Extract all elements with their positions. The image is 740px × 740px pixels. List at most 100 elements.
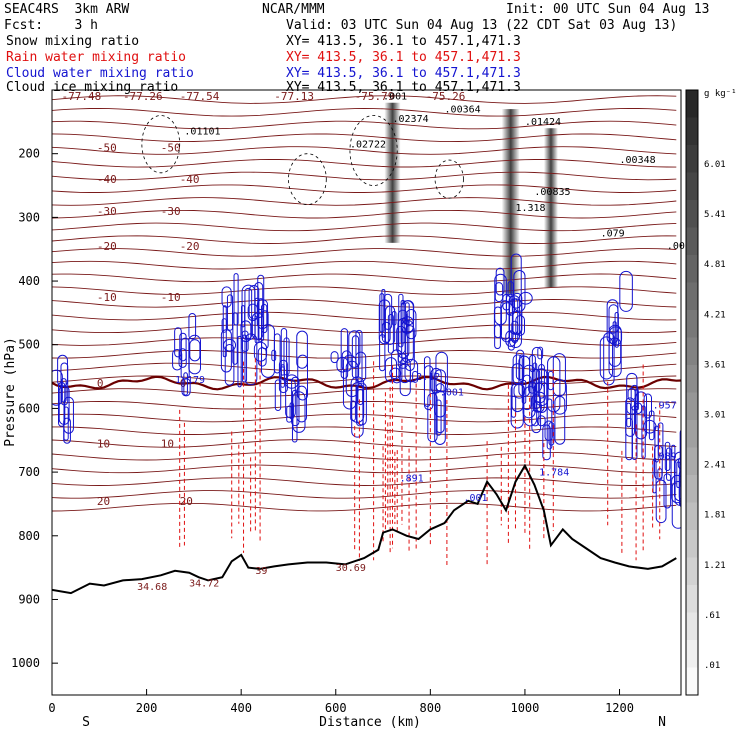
- colorbar-level-label: 3.61: [704, 360, 726, 370]
- top-temperature-label: -77.13: [274, 90, 314, 103]
- colorbar-frame: [685, 89, 699, 696]
- cloud-water-contour: [384, 357, 398, 383]
- contour-value-label: .079: [601, 228, 625, 239]
- cloud-water-contour: [342, 354, 357, 410]
- contour-value-label: .957: [653, 400, 677, 411]
- cloud-water-contour: [254, 297, 260, 344]
- isotherm-line: [52, 426, 677, 435]
- colorbar-level-label: 5.41: [704, 210, 726, 220]
- colorbar-level-label: 3.01: [704, 411, 726, 421]
- cloud-water-contour: [172, 348, 183, 371]
- isotherm-line: [52, 222, 677, 232]
- isotherm-label: 10: [161, 437, 174, 450]
- colorbar-swatch: [686, 585, 698, 613]
- isotherm-line: [52, 451, 677, 461]
- isotherm-line: [52, 120, 677, 130]
- cloud-water-contour: [671, 480, 681, 529]
- colorbar-level-label: 1.21: [704, 561, 726, 571]
- colorbar-swatch: [686, 172, 698, 201]
- cloud-water-contour: [61, 378, 67, 403]
- cloud-water-contour: [614, 311, 619, 348]
- cloud-water-contour: [223, 338, 237, 352]
- cloud-water-contour: [677, 457, 681, 470]
- cloud-water-contour: [552, 379, 567, 415]
- model-title: SEAC4RS 3km ARW: [4, 2, 130, 17]
- cloud-water-contour: [511, 363, 524, 413]
- cloud-water-contour: [406, 308, 417, 340]
- xy-cloud-water: XY= 413.5, 36.1 to 457.1,471.3: [286, 66, 521, 81]
- contour-value-label: 34.68: [137, 582, 167, 593]
- x-tick-label: 1200: [605, 701, 634, 715]
- cloud-water-contour: [241, 330, 249, 353]
- isotherm-line: [52, 477, 677, 486]
- cloud-ice-contour: [141, 115, 181, 174]
- cloud-water-contour: [251, 312, 264, 340]
- x-axis-end-label: N: [658, 715, 666, 730]
- y-tick-label: 900: [18, 592, 40, 606]
- contour-value-label: .891: [400, 474, 424, 485]
- cloud-water-contour: [400, 299, 406, 344]
- cloud-water-contour: [494, 282, 504, 303]
- cloud-water-contour: [493, 306, 502, 339]
- cloud-ice-contour: [349, 115, 398, 186]
- plot-frame: [51, 89, 682, 696]
- cloud-water-contour: [521, 379, 527, 404]
- cloud-water-contour: [280, 328, 288, 381]
- x-tick-label: 0: [48, 701, 55, 715]
- colorbar-swatch: [686, 90, 698, 118]
- cloud-water-contour: [387, 313, 394, 354]
- cloud-water-contour: [671, 444, 676, 458]
- cloud-water-contour: [619, 270, 633, 312]
- cloud-water-contour: [183, 372, 188, 396]
- colorbar-swatch: [686, 200, 698, 228]
- isotherm-label: -20: [97, 240, 117, 253]
- isotherm-line: [52, 311, 677, 321]
- colorbar-swatch: [686, 420, 698, 448]
- isotherm-line: [52, 350, 677, 359]
- isotherm-line: [52, 209, 677, 219]
- cloud-water-contour: [495, 267, 505, 296]
- x-tick-label: 800: [420, 701, 442, 715]
- cloud-water-contour: [671, 474, 681, 504]
- colorbar-swatch: [686, 255, 698, 283]
- cloud-water-contour: [257, 274, 265, 311]
- cloud-water-contour: [505, 330, 517, 347]
- xy-rain: XY= 413.5, 36.1 to 457.1,471.3: [286, 50, 521, 65]
- colorbar-swatch: [686, 475, 698, 503]
- colorbar-level-label: .61: [704, 611, 720, 621]
- cloud-water-contour: [626, 372, 638, 415]
- colorbar-level-label: .01: [704, 661, 720, 671]
- colorbar-swatch: [686, 145, 698, 173]
- cloud-water-contour: [608, 324, 622, 378]
- isotherm-line: [52, 362, 677, 372]
- cloud-ice-contour: [288, 153, 327, 206]
- contour-value-label: .00348: [620, 155, 656, 166]
- cloud-water-contour: [240, 320, 252, 343]
- cloud-water-contour: [678, 470, 681, 508]
- isotherm-label: 20: [97, 495, 110, 508]
- cloud-water-contour: [273, 333, 281, 374]
- colorbar-swatch: [686, 502, 698, 531]
- colorbar-swatch: [686, 392, 698, 421]
- cloud-water-contour: [518, 291, 533, 305]
- isotherm-line: [52, 146, 677, 155]
- cloud-water-contour: [181, 377, 191, 397]
- cloud-water-contour: [412, 370, 419, 383]
- cloud-water-contour: [510, 253, 522, 309]
- isotherm-label: 0: [180, 377, 187, 390]
- x-tick-label: 600: [325, 701, 347, 715]
- contour-value-label: .001: [463, 493, 487, 504]
- cloud-water-contour: [188, 313, 197, 340]
- cloud-water-contour: [679, 429, 681, 467]
- isotherm-line: [52, 464, 677, 474]
- cloud-water-contour: [237, 335, 242, 388]
- isotherm-label: -10: [161, 291, 181, 304]
- isotherm-line: [52, 273, 677, 283]
- contour-value-label: 39: [255, 566, 267, 577]
- cloud-water-contour: [350, 400, 356, 422]
- cloud-water-contour: [626, 402, 632, 428]
- cloud-water-contour: [513, 269, 526, 312]
- contour-value-label: 1.179: [175, 375, 205, 386]
- contour-value-label: .02722: [350, 139, 386, 150]
